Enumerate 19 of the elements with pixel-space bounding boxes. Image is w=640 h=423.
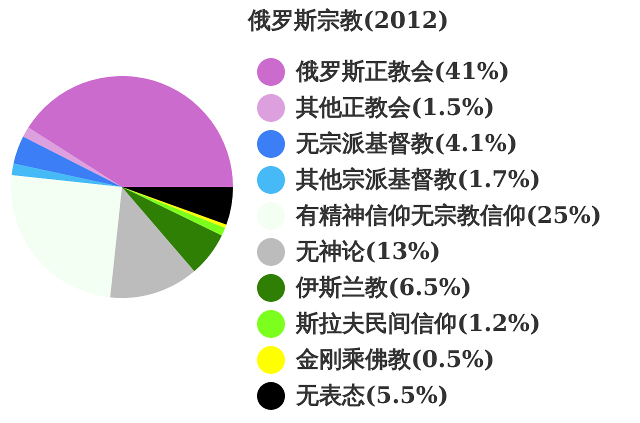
chart-title: 俄罗斯宗教(2012) (247, 7, 449, 34)
pie-slice (28, 76, 233, 187)
pie-slice (23, 128, 122, 187)
pie-slice (11, 175, 122, 298)
pie-slice (110, 187, 194, 298)
legend-label: 斯拉夫民间信仰(1.2%) (295, 310, 541, 337)
legend-label: 无表态(5.5%) (295, 382, 449, 409)
legend-label: 伊斯兰教(6.5%) (295, 274, 472, 301)
pie-slice (12, 163, 122, 187)
legend-label: 无神论(13%) (295, 238, 441, 265)
pie-slice (14, 136, 122, 187)
legend-label: 俄罗斯正教会(41%) (295, 58, 510, 85)
legend-label: 无宗派基督教(4.1%) (295, 130, 518, 157)
pie-slice (122, 187, 226, 236)
legend-label: 其他宗派基督教(1.7%) (295, 166, 541, 193)
legend-label: 金刚乘佛教(0.5%) (295, 346, 495, 373)
pie-slice (122, 187, 222, 272)
legend-label: 有精神信仰无宗教信仰(25%) (295, 202, 602, 229)
legend-label: 其他正教会(1.5%) (295, 94, 495, 121)
